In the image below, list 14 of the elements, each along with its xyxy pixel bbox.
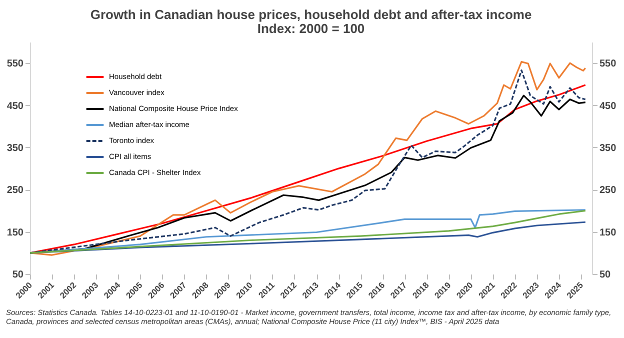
y2-tick-label: 350 xyxy=(600,142,617,154)
y2-tick-label: 250 xyxy=(600,185,617,196)
y-tick-label: 350 xyxy=(6,142,24,154)
y-tick-label: 450 xyxy=(6,100,24,112)
y-tick-label: 550 xyxy=(6,58,24,70)
y2-tick-label: 450 xyxy=(600,100,617,112)
y-tick-label: 150 xyxy=(6,227,24,238)
y-tick-label: 50 xyxy=(12,270,24,280)
chart-title: Growth in Canadian house prices, household debt and after-tax income xyxy=(90,7,532,22)
y2-tick-label: 150 xyxy=(600,227,617,238)
chart-subtitle: Index: 2000 = 100 xyxy=(257,21,365,36)
y-tick-label: 250 xyxy=(6,185,24,196)
y2-tick-label: 50 xyxy=(600,270,612,280)
y2-tick-label: 550 xyxy=(600,58,617,70)
